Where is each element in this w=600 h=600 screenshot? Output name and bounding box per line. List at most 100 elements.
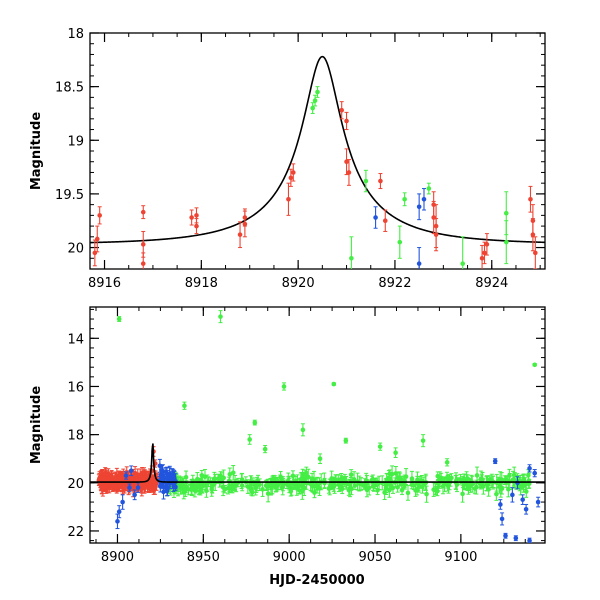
- zoom-x-tick-label: 8922: [378, 276, 411, 291]
- zoom-red-data-point: [344, 148, 349, 176]
- full-red-data-point: [117, 472, 123, 486]
- zoom-blue-data-point: [373, 206, 378, 229]
- zoom-red-data-point: [528, 185, 533, 213]
- zoom-red-data-point: [194, 218, 199, 235]
- full-green-data-point: [195, 472, 200, 487]
- full-green-data-point: [227, 467, 233, 481]
- full-green-data-point: [383, 484, 389, 493]
- full-green-data-point: [182, 401, 187, 410]
- full-green-data-point: [415, 471, 420, 489]
- zoom-x-tick-label: 8920: [282, 276, 315, 291]
- full-x-tick-label: 9050: [358, 550, 391, 565]
- zoom-green-data-point: [503, 220, 509, 265]
- zoom-red-data-point: [482, 241, 487, 265]
- full-green-data-point: [252, 419, 258, 426]
- full-green-data-point: [444, 458, 450, 467]
- full-green-data-point: [280, 478, 286, 492]
- full-green-data-point: [186, 483, 191, 496]
- zoom-panel: 8916 8918 8920 8922 8924 18 18.5 19 19.5 20 Magni…: [29, 27, 546, 291]
- zoom-red-data-point: [346, 159, 352, 186]
- zoom-green-data-point: [315, 86, 320, 98]
- full-green-data-point: [348, 477, 354, 488]
- full-green-data-point: [511, 466, 517, 484]
- full-green-data-point: [393, 447, 398, 459]
- full-green-data-point: [420, 434, 426, 448]
- zoom-red-data-point: [344, 111, 349, 131]
- full-green-data-point: [262, 444, 268, 454]
- zoom-red-data-point: [378, 173, 383, 190]
- full-green-data-point: [326, 483, 332, 494]
- full-y-tick-label: 18: [67, 429, 84, 444]
- full-green-data-point: [287, 475, 292, 494]
- zoom-green-data-point: [426, 182, 432, 195]
- zoom-red-data-point: [479, 244, 485, 269]
- zoom-green-data-point: [460, 236, 466, 269]
- full-green-data-point: [116, 316, 122, 322]
- zoom-red-data-point: [242, 208, 248, 227]
- zoom-x-tick-label: 8916: [88, 276, 121, 291]
- full-panel: 8900 8950 9000 9050 9100 14 16 18 20 22 Magnitude…: [29, 306, 546, 588]
- full-green-data-point: [273, 477, 279, 492]
- full-blue-data-point: [492, 458, 498, 465]
- full-x-tick-label: 9100: [444, 550, 477, 565]
- full-panel-model: [90, 443, 545, 483]
- zoom-red-data-point: [533, 236, 538, 269]
- zoom-red-data-point: [286, 182, 291, 216]
- full-green-data-point: [204, 483, 209, 498]
- full-panel-tick-labels: 8900 8950 9000 9050 9100 14 16 18 20 22: [67, 332, 477, 565]
- full-blue-data-point: [523, 503, 529, 515]
- zoom-x-tick-label: 8918: [185, 276, 218, 291]
- full-panel-frame: [89, 306, 546, 544]
- zoom-panel-tick-labels: 8916 8918 8920 8922 8924 18 18.5 19 19.5 20: [55, 27, 508, 291]
- full-green-data-point: [300, 423, 306, 437]
- full-blue-data-point: [510, 487, 515, 503]
- full-y-tick-label: 16: [67, 380, 84, 395]
- full-green-data-point: [424, 485, 429, 503]
- zoom-green-data-point: [349, 236, 354, 269]
- zoom-y-tick-label: 19.5: [55, 188, 84, 203]
- full-green-data-point: [343, 437, 349, 444]
- full-blue-data-point: [513, 535, 519, 542]
- full-blue-data-point: [116, 505, 122, 519]
- zoom-model-curve: [90, 55, 545, 244]
- zoom-y-tick-label: 18: [67, 27, 84, 42]
- full-y-tick-label: 22: [67, 525, 84, 540]
- zoom-red-data-point: [140, 205, 146, 220]
- full-green-data-point: [189, 483, 195, 495]
- full-blue-data-point: [527, 537, 532, 543]
- full-green-data-point: [304, 466, 309, 480]
- full-blue-data-point: [499, 512, 505, 526]
- full-blue-data-point: [128, 465, 134, 477]
- full-green-data-point: [497, 471, 503, 488]
- full-green-data-point: [317, 453, 323, 465]
- full-x-tick-label: 8900: [101, 550, 134, 565]
- full-green-data-point: [247, 434, 252, 445]
- full-blue-data-point: [503, 532, 508, 539]
- full-blue-data-point: [535, 496, 541, 508]
- zoom-red-data-point: [484, 233, 490, 256]
- full-green-data-point: [298, 472, 304, 487]
- full-blue-data-point: [159, 464, 165, 479]
- full-green-data-point: [474, 466, 480, 485]
- full-blue-data-point: [527, 464, 532, 473]
- zoom-blue-data-point: [416, 193, 422, 221]
- zoom-panel-ticks: [90, 32, 545, 270]
- full-blue-data-point: [123, 471, 129, 480]
- full-blue-data-point: [520, 494, 525, 505]
- full-green-data-point: [309, 472, 315, 488]
- full-x-tick-label: 9000: [273, 550, 306, 565]
- zoom-red-data-point: [433, 218, 439, 252]
- full-green-data-point: [405, 485, 411, 501]
- zoom-red-data-point: [530, 218, 536, 252]
- zoom-red-data-point: [97, 206, 102, 225]
- full-green-data-point: [440, 478, 446, 495]
- full-panel-y-axis-label: Magnitude: [29, 386, 44, 465]
- full-blue-data-point: [132, 489, 137, 501]
- full-y-tick-label: 14: [67, 332, 84, 347]
- zoom-blue-data-point: [421, 188, 427, 211]
- zoom-red-data-point: [92, 239, 98, 267]
- full-red-data-point: [109, 470, 114, 484]
- full-green-data-point: [218, 310, 223, 324]
- zoom-panel-points: [92, 86, 538, 269]
- zoom-red-data-point: [290, 163, 296, 182]
